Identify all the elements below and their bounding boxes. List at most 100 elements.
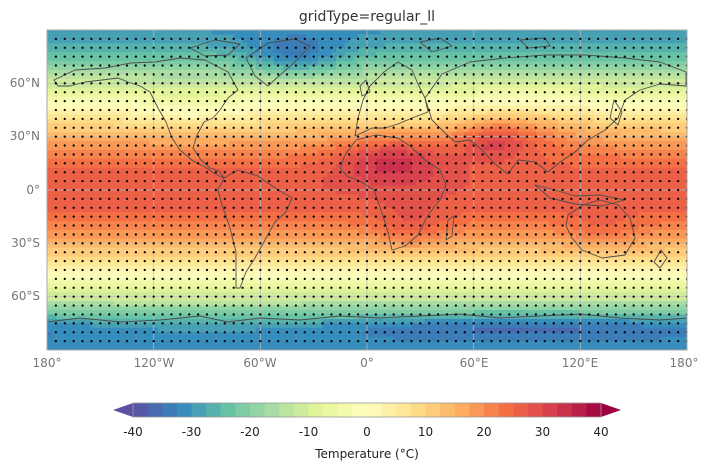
field-cell [607,150,613,156]
field-cell [527,30,533,36]
field-cell [269,87,275,93]
field-cell [131,78,137,84]
field-cell [535,136,541,142]
field-cell [473,43,479,49]
field-cell [91,118,97,124]
field-cell [442,123,448,129]
field-cell [340,52,346,58]
field-cell [500,47,506,53]
field-cell [335,92,341,98]
field-cell [500,110,506,116]
field-cell [411,83,417,89]
field-cell [91,87,97,93]
field-cell [371,74,377,80]
field-cell [460,87,466,93]
field-cell [353,56,359,62]
field-cell [638,127,644,133]
field-cell [304,132,310,138]
field-cell [407,38,413,44]
field-cell [295,136,301,142]
field-cell [198,141,204,147]
field-cell [482,110,488,116]
field-cell [215,145,221,151]
field-cell [64,65,70,71]
field-cell [100,61,106,67]
field-cell [473,92,479,98]
field-cell [104,43,110,49]
field-cell [558,163,564,169]
field-cell [615,52,621,58]
field-cell [242,74,248,80]
field-cell [260,74,266,80]
field-cell [340,145,346,151]
field-cell [144,34,150,40]
field-cell [64,105,70,111]
field-cell [64,163,70,169]
field-cell [398,105,404,111]
field-cell [131,83,137,89]
field-cell [420,61,426,67]
field-cell [602,176,608,182]
field-cell [51,141,57,147]
field-cell [238,78,244,84]
field-cell [620,47,626,53]
field-cell [78,38,84,44]
field-cell [242,38,248,44]
field-cell [407,74,413,80]
field-cell [255,136,261,142]
field-cell [611,52,617,58]
field-cell [584,154,590,160]
field-cell [615,74,621,80]
field-cell [589,145,595,151]
field-cell [260,123,266,129]
field-cell [295,47,301,53]
field-cell [384,92,390,98]
field-cell [349,114,355,120]
field-cell [175,158,181,164]
field-cell [540,114,546,120]
field-cell [47,74,53,80]
field-cell [135,123,141,129]
field-cell [215,141,221,147]
field-cell [393,167,399,173]
field-cell [193,83,199,89]
field-cell [522,136,528,142]
field-cell [504,52,510,58]
field-cell [300,56,306,62]
field-cell [451,127,457,133]
field-cell [527,176,533,182]
field-cell [251,145,257,151]
field-cell [442,30,448,36]
field-cell [367,181,373,187]
field-cell [158,163,164,169]
field-cell [300,181,306,187]
field-cell [589,136,595,142]
field-cell [100,52,106,58]
field-cell [255,65,261,71]
field-cell [407,176,413,182]
field-cell [269,74,275,80]
field-cell [353,43,359,49]
field-cell [371,87,377,93]
field-cell [478,150,484,156]
field-cell [287,118,293,124]
field-cell [358,61,364,67]
field-cell [162,176,168,182]
field-cell [55,78,61,84]
field-cell [171,52,177,58]
field-cell [647,163,653,169]
field-cell [113,105,119,111]
field-cell [64,150,70,156]
field-cell [549,70,555,76]
field-cell [469,163,475,169]
field-cell [100,101,106,107]
field-cell [380,92,386,98]
field-cell [460,127,466,133]
field-cell [487,43,493,49]
field-cell [202,136,208,142]
field-cell [82,118,88,124]
field-cell [424,52,430,58]
field-cell [304,65,310,71]
field-cell [407,181,413,187]
field-cell [522,74,528,80]
